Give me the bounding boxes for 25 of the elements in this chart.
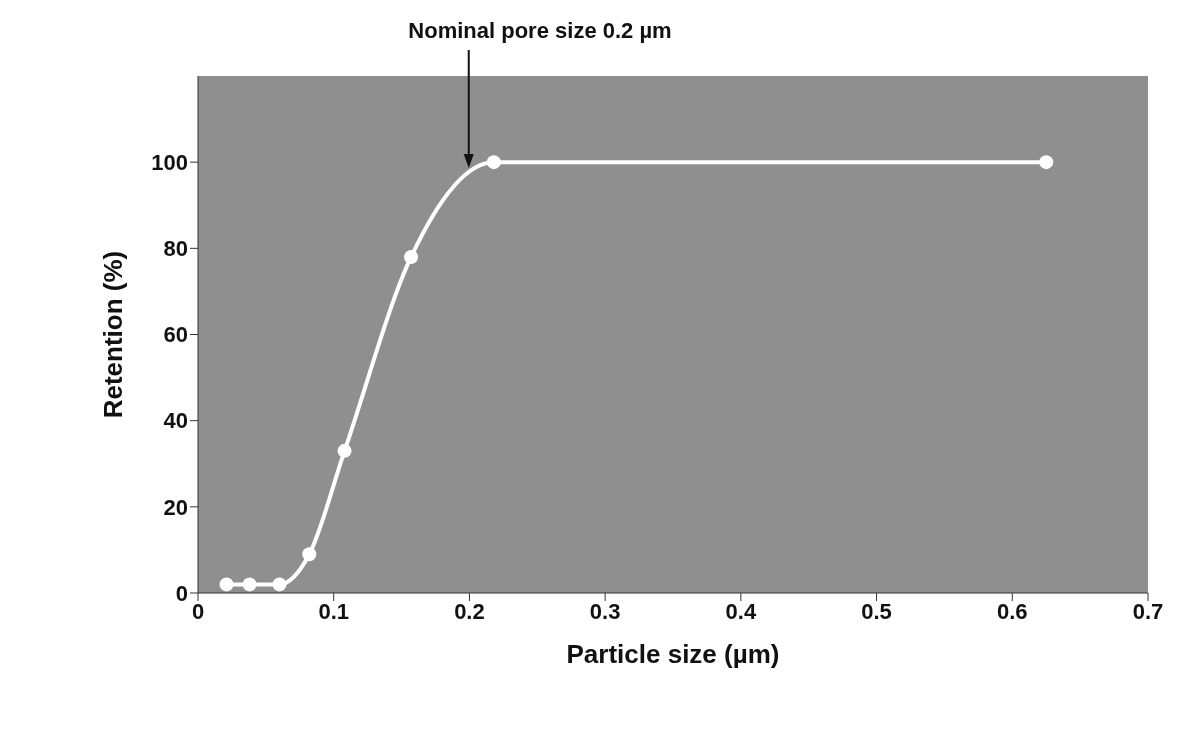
y-tick-label: 0 [175, 580, 188, 606]
point [1039, 155, 1054, 170]
point [404, 249, 419, 264]
y-tick-label: 100 [151, 149, 188, 175]
point [272, 577, 287, 592]
y-tick-label: 20 [163, 494, 188, 520]
y-tick-label: 80 [163, 236, 188, 262]
text: Nominal pore size 0.2 µm [408, 18, 672, 43]
x-axis-title: Particle size (µm) [566, 639, 780, 669]
x-tick-label: 0.1 [318, 598, 350, 624]
y-tick-label: 40 [163, 408, 188, 434]
point [337, 443, 352, 458]
x-tick-label: 0 [191, 598, 205, 624]
x-tick-label: 0.5 [861, 598, 892, 624]
point [219, 577, 234, 592]
point [242, 577, 257, 592]
point [302, 547, 317, 562]
x-tick-label: 0.4 [725, 598, 757, 624]
x-tick-label: 0.2 [454, 598, 485, 624]
x-tick-label: 0.3 [589, 598, 621, 624]
point [486, 155, 501, 170]
y-axis-title: Retention (%) [98, 250, 129, 419]
y-tick-label: 60 [163, 322, 188, 348]
x-tick-label: 0.7 [1132, 598, 1164, 624]
x-tick-label: 0.6 [996, 598, 1028, 624]
